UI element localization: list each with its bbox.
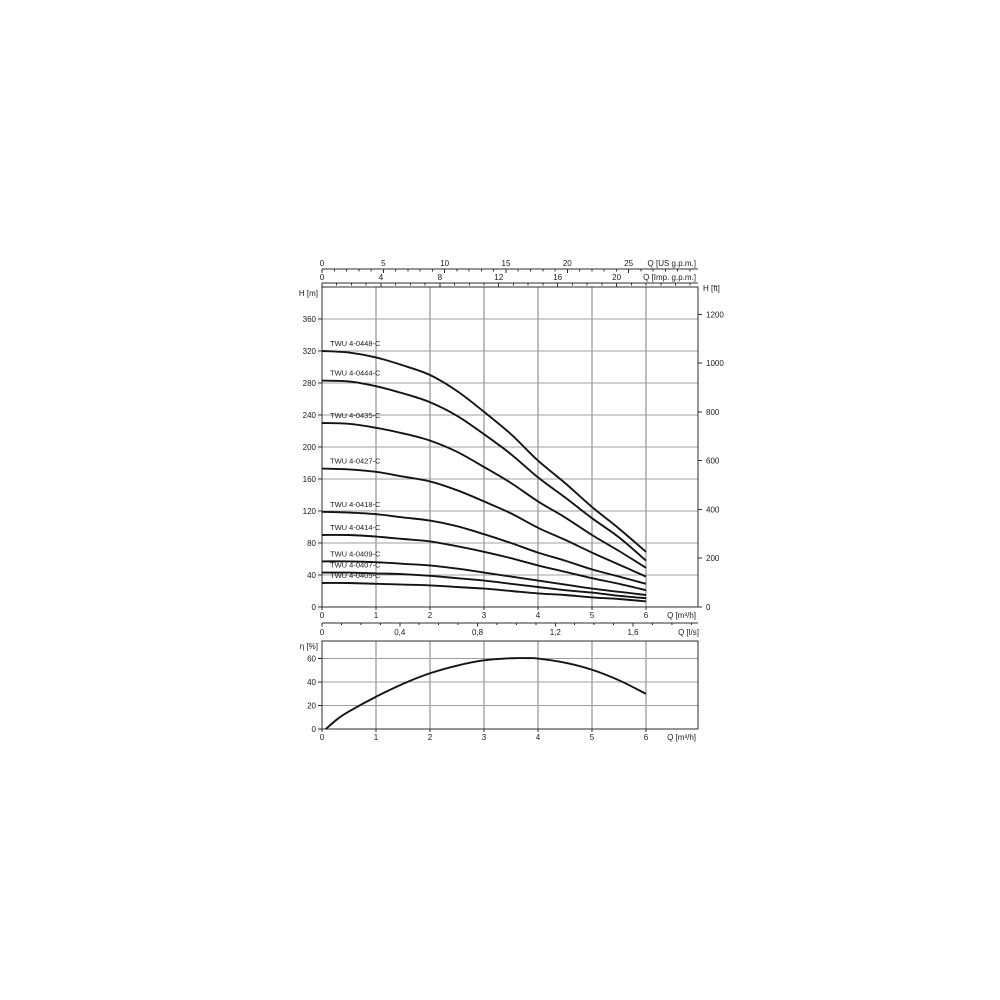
pump-curve-label: TWU 4-0444-C [330,369,381,378]
imp-gpm-tick-label: 8 [438,273,443,282]
pump-curve [321,422,647,569]
us-gpm-tick-label: 10 [440,259,449,268]
eff-chart-frame [321,640,699,730]
head-bottom-tick-label: 5 [590,611,595,620]
head-left-axis-title: H [m] [299,289,318,298]
head-bottom-tick-label: 0 [320,611,325,620]
efficiency-curve [325,657,647,730]
head-right-axis-title: H [ft] [703,284,720,293]
head-right-tick-label: 1000 [706,359,724,368]
ls-tick-label: 1,2 [550,628,562,637]
head-left-tick-label: 240 [303,411,317,420]
pump-curve-label: TWU 4-0407-C [330,561,381,570]
head-bottom-tick-label: 4 [536,611,541,620]
us-gpm-axis-title: Q [US g.p.m.] [648,259,696,268]
head-right-tick-label: 0 [706,603,711,612]
eff-bottom-tick-label: 1 [374,733,379,742]
head-right-tick-label: 600 [706,457,720,466]
ls-tick-label: 0,4 [394,628,406,637]
eff-bottom-tick-label: 0 [320,733,325,742]
head-left-tick-label: 80 [307,539,316,548]
head-left-tick-label: 160 [303,475,317,484]
eff-left-tick-label: 40 [307,678,316,687]
ls-axis-title: Q [l/s] [678,628,699,637]
pump-curve [321,581,647,603]
head-bottom-tick-label: 1 [374,611,379,620]
eff-bottom-tick-label: 5 [590,733,595,742]
pump-curve [321,533,647,592]
head-left-tick-label: 320 [303,347,317,356]
head-bottom-axis-title: Q [m³/h] [667,611,696,620]
eff-bottom-tick-label: 3 [482,733,487,742]
head-left-tick-label: 0 [312,603,317,612]
head-bottom-tick-label: 6 [644,611,649,620]
eff-bottom-tick-label: 4 [536,733,541,742]
head-right-tick-label: 800 [706,408,720,417]
head-right-tick-label: 1200 [706,310,724,319]
head-left-tick-label: 280 [303,379,317,388]
us-gpm-tick-label: 15 [502,259,511,268]
head-left-tick-label: 360 [303,315,317,324]
pump-curve [321,571,647,600]
pump-curve [321,510,647,585]
imp-gpm-tick-label: 0 [320,273,325,282]
head-bottom-tick-label: 3 [482,611,487,620]
pump-curve [321,560,647,596]
head-bottom-tick-label: 2 [428,611,433,620]
head-left-tick-label: 40 [307,571,316,580]
pump-curve-label: TWU 4-0409-C [330,549,381,558]
imp-gpm-axis-title: Q [Imp. g.p.m.] [643,273,696,282]
pump-curve [321,350,647,553]
pump-curve-label: TWU 4-0405-C [330,571,381,580]
eff-bottom-axis-title: Q [m³/h] [667,733,696,742]
eff-bottom-tick-label: 2 [428,733,433,742]
imp-gpm-tick-label: 16 [553,273,562,282]
eff-bottom-tick-label: 6 [644,733,649,742]
eff-left-tick-label: 60 [307,655,316,664]
head-right-tick-label: 200 [706,554,720,563]
pump-curve-label: TWU 4-0448-C [330,339,381,348]
eff-left-tick-label: 0 [312,725,317,734]
ls-tick-label: 1,6 [627,628,639,637]
head-right-tick-label: 400 [706,505,720,514]
pump-curve [321,379,647,562]
ls-tick-label: 0,8 [472,628,484,637]
imp-gpm-tick-label: 12 [494,273,503,282]
pump-curve-label: TWU 4-0435-C [330,411,381,420]
eff-left-tick-label: 20 [307,702,316,711]
head-left-tick-label: 200 [303,443,317,452]
pump-curve [321,467,647,578]
us-gpm-tick-label: 5 [381,259,386,268]
us-gpm-tick-label: 20 [563,259,572,268]
us-gpm-tick-label: 0 [320,259,325,268]
pump-curve-label: TWU 4-0414-C [330,523,381,532]
ls-tick-label: 0 [320,628,325,637]
pump-curve-label: TWU 4-0427-C [330,457,381,466]
eff-left-axis-title: η [%] [300,642,318,651]
imp-gpm-tick-label: 20 [612,273,621,282]
us-gpm-tick-label: 25 [624,259,633,268]
head-left-tick-label: 120 [303,507,317,516]
imp-gpm-tick-label: 4 [379,273,384,282]
pump-curve-label: TWU 4-0418-C [330,500,381,509]
